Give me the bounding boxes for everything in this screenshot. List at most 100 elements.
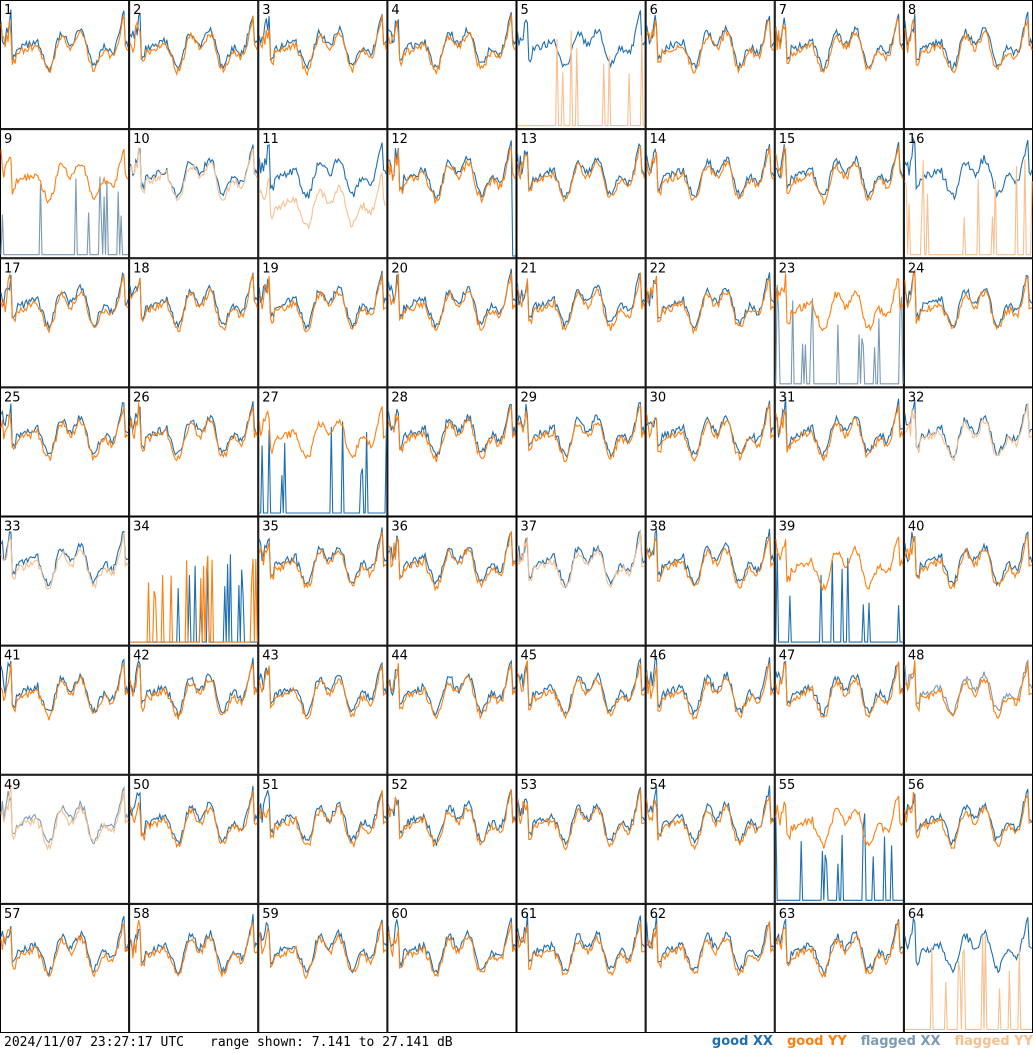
series-yy-18 [129, 273, 258, 333]
panel-label: 20 [391, 261, 408, 276]
panel-25: 25 [0, 387, 130, 517]
series-xx-17 [0, 272, 129, 331]
panel-label: 64 [908, 907, 925, 922]
series-yy-14 [646, 146, 775, 202]
panel-label: 38 [650, 520, 667, 535]
panel-frame [774, 903, 904, 1033]
panel-45: 45 [516, 645, 646, 775]
panel-31: 31 [774, 387, 904, 517]
panel-frame [645, 645, 775, 775]
series-yy-22 [646, 275, 775, 335]
panel-frame [0, 774, 130, 904]
panel-frame [387, 645, 517, 775]
panel-53: 53 [516, 774, 646, 904]
legend-good-xx: good XX [711, 1034, 773, 1049]
panel-48: 48 [903, 645, 1033, 775]
panel-frame [516, 0, 646, 130]
legend: good XX good YY flagged XX flagged YY [712, 1034, 1033, 1049]
panel-38: 38 [645, 516, 775, 646]
series-yy-64 [904, 934, 1032, 1031]
panel-61: 61 [516, 903, 646, 1033]
panel-frame [774, 129, 904, 259]
panel-frame [774, 516, 904, 646]
series-yy-63 [775, 921, 904, 979]
panel-14: 14 [645, 129, 775, 259]
series-xx-41 [0, 658, 129, 714]
panel-frame [258, 129, 388, 259]
series-yy-10 [129, 147, 258, 202]
panel-frame [129, 387, 259, 517]
panel-27: 27 [258, 387, 388, 517]
panel-frame [774, 387, 904, 517]
panel-frame [903, 129, 1033, 259]
panel-33: 33 [0, 516, 130, 646]
panel-22: 22 [645, 258, 775, 388]
series-xx-60 [387, 917, 516, 976]
panel-frame [903, 774, 1033, 904]
series-yy-2 [129, 15, 258, 77]
panel-frame [903, 516, 1033, 646]
panel-label: 27 [262, 390, 279, 405]
panel-36: 36 [387, 516, 517, 646]
panel-frame [645, 258, 775, 388]
panel-32: 32 [903, 387, 1033, 517]
panel-frame [387, 903, 517, 1033]
panel-13: 13 [516, 129, 646, 259]
panel-label: 18 [133, 261, 150, 276]
series-yy-37 [516, 530, 645, 589]
range-text: range shown: 7.141 to 27.141 dB [210, 1035, 453, 1050]
series-yy-26 [129, 402, 258, 462]
panel-label: 58 [133, 907, 150, 922]
footer: 2024/11/07 23:27:17 UTC range shown: 7.1… [0, 1033, 1033, 1053]
series-yy-60 [387, 922, 517, 978]
panel-label: 13 [521, 132, 538, 147]
panel-frame [0, 645, 130, 775]
series-yy-59 [258, 922, 387, 980]
panel-35: 35 [258, 516, 388, 646]
series-yy-44 [387, 663, 517, 721]
panel-39: 39 [774, 516, 904, 646]
series-yy-23 [775, 273, 904, 332]
panel-11: 11 [258, 129, 388, 259]
panel-frame [645, 516, 775, 646]
series-yy-40 [904, 536, 1033, 589]
series-xx-56 [904, 788, 1033, 846]
series-xx-11 [258, 142, 387, 199]
series-yy-46 [646, 663, 775, 721]
panel-label: 47 [779, 649, 796, 664]
series-yy-61 [516, 921, 645, 977]
series-yy-30 [646, 403, 775, 463]
panel-frame [387, 258, 517, 388]
panel-label: 4 [391, 3, 399, 18]
panel-label: 41 [4, 649, 21, 664]
panel-frame [903, 0, 1033, 130]
panel-label: 33 [4, 520, 21, 535]
panel-label: 14 [650, 132, 667, 147]
series-yy-43 [258, 664, 387, 720]
panel-46: 46 [645, 645, 775, 775]
panel-42: 42 [129, 645, 259, 775]
panel-label: 22 [650, 261, 667, 276]
panel-label: 1 [4, 3, 12, 18]
panel-7: 7 [774, 0, 904, 130]
panel-label: 53 [521, 778, 538, 793]
series-yy-17 [0, 273, 129, 334]
legend-flagged-xx: flagged XX [860, 1034, 941, 1049]
panel-label: 29 [521, 390, 538, 405]
series-yy-62 [646, 921, 775, 977]
series-yy-15 [775, 145, 904, 206]
panel-17: 17 [0, 258, 130, 388]
panel-label: 5 [521, 3, 529, 18]
panel-frame [0, 129, 130, 259]
series-yy-11 [258, 171, 387, 231]
panel-frame [903, 903, 1033, 1033]
series-xx-43 [258, 661, 387, 717]
panel-frame [516, 129, 646, 259]
panel-label: 28 [391, 390, 408, 405]
panel-3: 3 [258, 0, 388, 130]
panel-frame [516, 774, 646, 904]
panel-frame [903, 645, 1033, 775]
panel-label: 9 [4, 132, 12, 147]
panel-label: 61 [521, 907, 538, 922]
panel-10: 10 [129, 129, 259, 259]
